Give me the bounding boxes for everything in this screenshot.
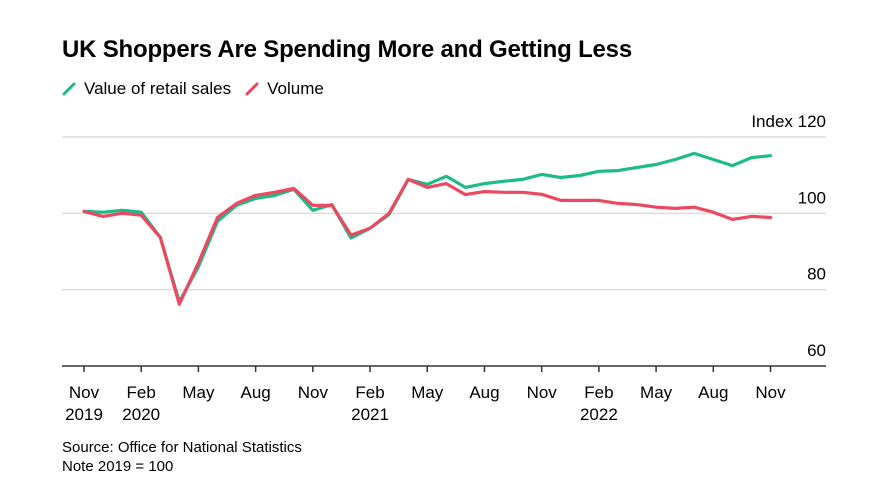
y-tick-label-120: Index 120 (751, 112, 826, 131)
source-note: Source: Office for National Statistics (62, 439, 302, 456)
x-tick-label: Nov (69, 383, 100, 402)
series-line-value-of-retail-sales (82, 151, 773, 304)
legend: Value of retail sales Volume (62, 79, 338, 99)
x-tick-label: May (640, 383, 673, 402)
legend-swatch-volume-icon (245, 82, 259, 96)
x-tick-year-label: 2021 (351, 405, 389, 424)
legend-label-value: Value of retail sales (84, 79, 232, 98)
x-tick-label: Aug (241, 383, 271, 402)
legend-label-volume: Volume (267, 79, 324, 98)
legend-item-value: Value of retail sales (62, 79, 231, 99)
x-tick-label: Nov (298, 383, 329, 402)
x-tick-label: Aug (698, 383, 728, 402)
x-tick-label: Nov (755, 383, 786, 402)
series-line-volume (82, 177, 773, 306)
x-tick-label: Aug (469, 383, 499, 402)
x-tick-label: Feb (355, 383, 384, 402)
x-tick-label: May (182, 383, 215, 402)
legend-swatch-value-icon (62, 82, 76, 96)
index-note: Note 2019 = 100 (62, 458, 174, 475)
y-tick-label-80: 80 (807, 265, 826, 284)
x-tick-label: May (411, 383, 444, 402)
legend-item-volume: Volume (245, 79, 324, 99)
x-tick-label: Nov (527, 383, 558, 402)
x-tick-year-label: 2020 (122, 405, 160, 424)
x-tick-label: Feb (584, 383, 613, 402)
y-tick-label-100: 100 (798, 188, 826, 207)
chart-title: UK Shoppers Are Spending More and Gettin… (62, 36, 632, 63)
footer: Source: Office for National Statistics N… (62, 438, 302, 476)
x-tick-label: Feb (127, 383, 156, 402)
x-tick-year-label: 2022 (580, 405, 618, 424)
y-tick-label-60: 60 (807, 341, 826, 360)
x-tick-year-label: 2019 (65, 405, 103, 424)
